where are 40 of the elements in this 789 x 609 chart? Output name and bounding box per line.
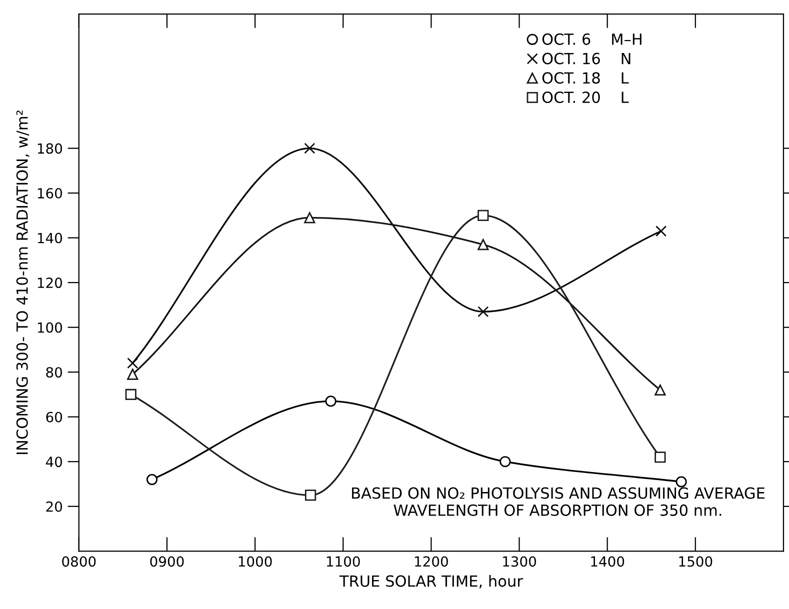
x-tick-label: 1500 [679, 556, 712, 567]
x-tick-label: 1000 [238, 556, 272, 567]
point [127, 368, 138, 380]
point [676, 476, 687, 488]
y-tick-label: 60 [46, 412, 62, 422]
y-axis-title: INCOMING 300- TO 410-nm RADIATION, w/m² [16, 110, 30, 454]
point [304, 490, 316, 501]
y-tick-label: 20 [46, 501, 62, 512]
point [654, 384, 666, 396]
x-tick-label: 1300 [503, 556, 536, 567]
annotation: BASED ON NO₂ PHOTOLYSIS AND ASSUMING AVERAGE WAVELENGTH OF ABSORPTION OF 350 nm. [352, 487, 764, 516]
x-tick-label: 1400 [591, 556, 624, 567]
y-tick-label: 160 [38, 188, 62, 199]
y-tick-label: 180 [38, 143, 62, 154]
x-tick-label: 0800 [62, 556, 96, 567]
y-tick-label: 120 [38, 278, 62, 288]
point [304, 212, 316, 224]
legend-label: OCT. 6 M–H [542, 33, 642, 45]
x-tick-label: 1200 [415, 556, 448, 567]
point [125, 388, 136, 400]
x-axis-title: TRUE SOLAR TIME, hour [339, 575, 523, 588]
point [656, 226, 667, 237]
point [304, 142, 316, 154]
x-tick-label: 0900 [150, 556, 184, 567]
point [325, 396, 336, 407]
point [500, 456, 511, 468]
legend-label: OCT. 20 L [542, 92, 629, 104]
legend-label: OCT. 16 N [542, 52, 630, 64]
point [478, 306, 489, 318]
point [127, 358, 138, 369]
point [146, 474, 158, 486]
y-tick-label: 40 [46, 456, 62, 468]
point [654, 452, 666, 463]
y-tick-label: 140 [38, 232, 62, 244]
point [478, 238, 489, 250]
point [478, 210, 489, 221]
x-tick-label: 1100 [326, 556, 360, 567]
legend-label: OCT. 18 L [542, 72, 629, 84]
y-tick-label: 100 [38, 322, 62, 333]
y-tick-label: 80 [46, 367, 62, 378]
